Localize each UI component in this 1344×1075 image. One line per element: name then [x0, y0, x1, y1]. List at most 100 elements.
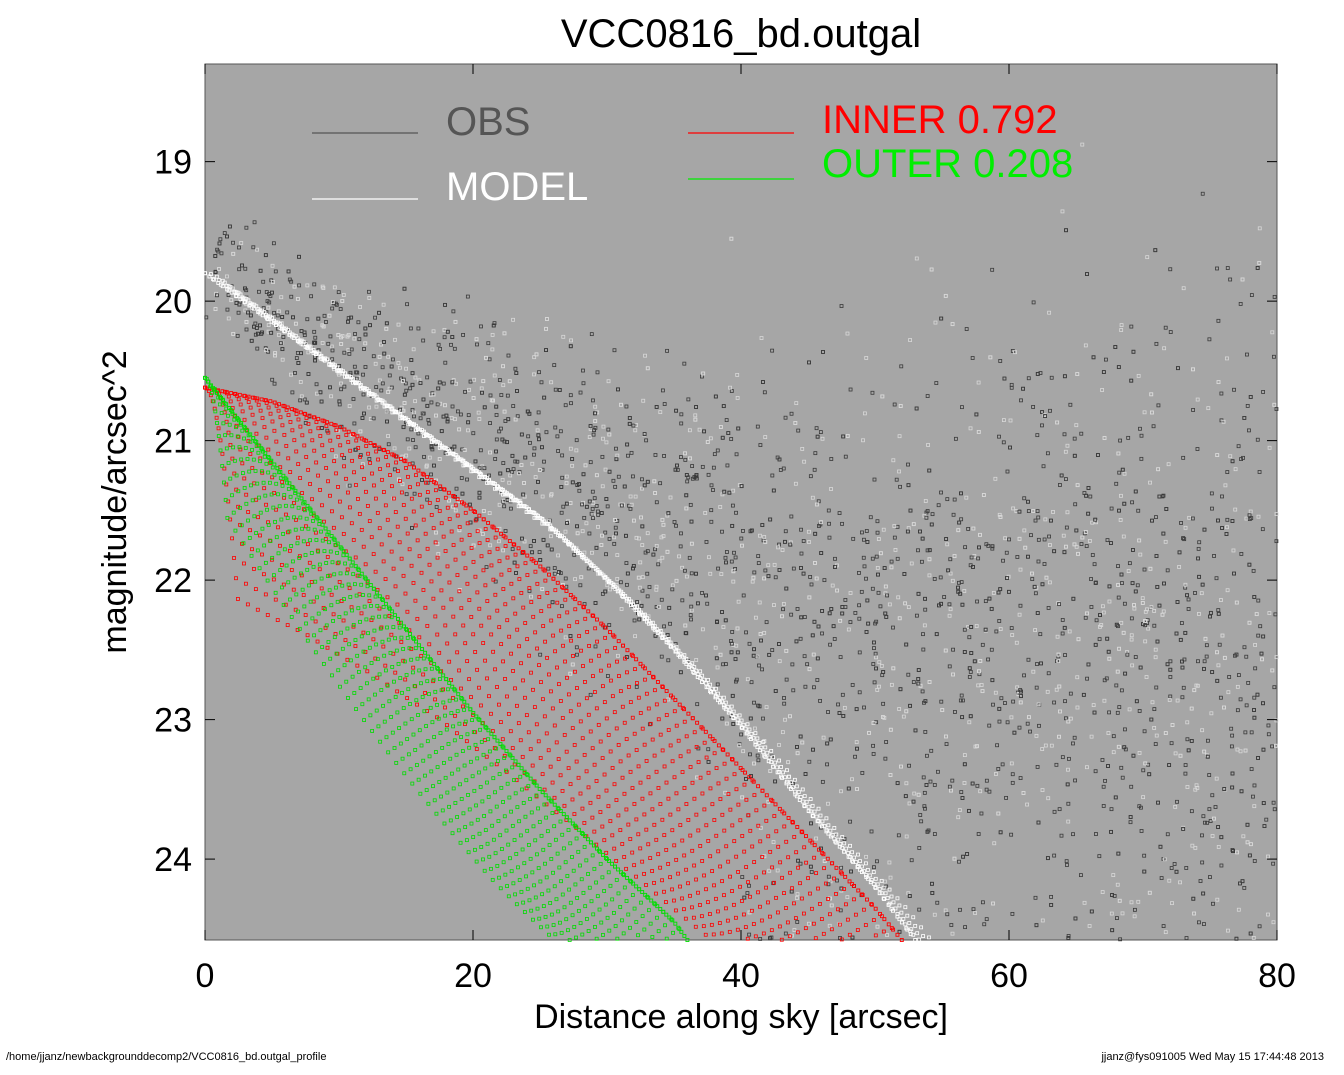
model-point: [882, 897, 887, 901]
obs-point: [1222, 655, 1227, 660]
obs-point: [1031, 669, 1036, 674]
obs-point: [606, 379, 611, 384]
obs-point: [1175, 698, 1180, 703]
model-point: [793, 792, 798, 797]
obs-point: [1151, 424, 1156, 429]
inner-point: [624, 737, 629, 741]
inner-point: [644, 691, 649, 696]
inner-point: [718, 864, 723, 869]
inner-point: [377, 445, 382, 450]
inner-point: [604, 788, 609, 793]
obs-point: [1154, 554, 1159, 558]
obs-point: [865, 540, 870, 544]
obs-point: [984, 917, 989, 922]
obs-point: [766, 799, 771, 804]
obs-point: [437, 380, 442, 385]
model-point: [654, 627, 659, 631]
obs-point: [1118, 438, 1123, 443]
obs-point: [1214, 776, 1219, 781]
obs-point: [425, 497, 430, 502]
obs-point: [740, 543, 744, 548]
obs-point: [1110, 893, 1114, 897]
inner-point: [255, 607, 260, 612]
inner-point: [483, 583, 488, 588]
obs-point: [993, 690, 998, 695]
obs-point: [1189, 739, 1194, 743]
obs-point: [657, 604, 661, 609]
obs-point: [1245, 840, 1250, 845]
model-point: [886, 902, 891, 907]
inner-point: [742, 912, 746, 917]
inner-point: [770, 865, 775, 870]
obs-point: [532, 372, 536, 377]
obs-point: [739, 484, 744, 489]
obs-point: [1130, 548, 1135, 552]
obs-point: [1260, 657, 1264, 662]
obs-point: [789, 411, 794, 416]
obs-point: [1218, 695, 1223, 700]
model-point: [442, 445, 447, 450]
model-point: [289, 332, 294, 337]
obs-point: [508, 473, 513, 478]
obs-point: [883, 611, 888, 616]
obs-point: [1174, 631, 1179, 636]
inner-point: [299, 573, 304, 578]
obs-point: [1259, 651, 1264, 656]
obs-point: [849, 869, 853, 874]
obs-point: [1252, 695, 1257, 700]
obs-point: [363, 332, 368, 337]
obs-point: [947, 664, 952, 669]
obs-point: [420, 411, 425, 416]
obs-point: [594, 473, 599, 478]
obs-point: [686, 397, 691, 402]
inner-point: [336, 485, 340, 489]
obs-point: [1115, 669, 1120, 674]
obs-point: [1075, 372, 1080, 376]
obs-point: [1003, 536, 1008, 541]
inner-point: [557, 682, 561, 687]
inner-point: [628, 769, 633, 774]
obs-point: [793, 421, 798, 425]
obs-point: [720, 529, 724, 534]
obs-point: [1180, 695, 1185, 700]
obs-point: [783, 539, 787, 544]
obs-point: [800, 740, 805, 745]
inner-point: [203, 385, 207, 390]
inner-point: [266, 447, 271, 452]
inner-point: [254, 431, 259, 436]
model-point: [664, 640, 669, 645]
model-point: [531, 510, 536, 515]
inner-point: [325, 645, 330, 650]
obs-point: [773, 575, 778, 580]
obs-point: [592, 496, 597, 501]
obs-point: [1116, 595, 1121, 600]
inner-point: [343, 549, 348, 554]
inner-point: [242, 417, 247, 422]
inner-point: [431, 596, 436, 601]
inner-point: [674, 791, 679, 796]
obs-point: [826, 508, 831, 513]
model-point: [767, 755, 772, 760]
obs-point: [593, 419, 598, 424]
obs-point: [674, 523, 678, 528]
obs-point: [862, 411, 867, 416]
obs-point: [878, 551, 883, 556]
inner-point: [589, 658, 593, 663]
obs-point: [497, 378, 502, 382]
model-point: [602, 575, 607, 580]
model-point: [698, 669, 703, 674]
obs-point: [1102, 698, 1107, 703]
inner-point: [316, 473, 320, 478]
inner-point: [497, 559, 502, 564]
inner-point: [310, 497, 314, 502]
obs-point: [402, 392, 407, 397]
obs-point: [760, 523, 765, 527]
inner-point: [467, 533, 472, 537]
obs-point: [522, 539, 527, 544]
obs-point: [225, 234, 229, 239]
obs-point: [1230, 733, 1235, 738]
model-point: [296, 339, 301, 344]
obs-point: [1021, 386, 1025, 391]
obs-point: [402, 286, 407, 291]
obs-point: [855, 787, 859, 791]
